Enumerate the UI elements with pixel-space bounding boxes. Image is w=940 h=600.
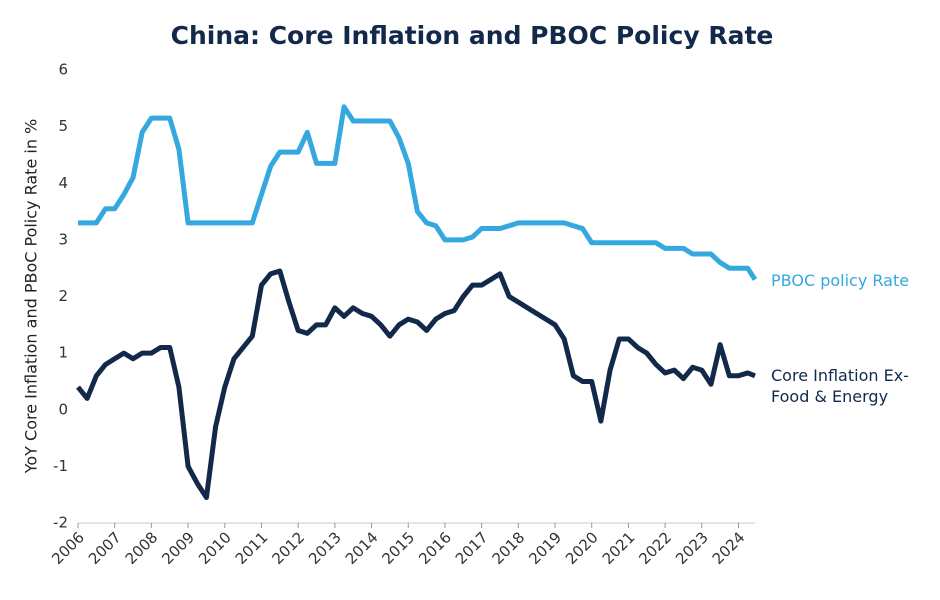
x-tick-label: 2015 (379, 528, 419, 568)
x-tick-label: 2016 (415, 528, 455, 568)
x-tick-label: 2022 (635, 528, 675, 568)
x-tick-label: 2018 (489, 528, 529, 568)
x-tick-label: 2006 (48, 528, 88, 568)
y-axis-label: YoY Core Inflation and PBoC Policy Rate … (22, 119, 41, 475)
x-tick-label: 2010 (195, 528, 235, 568)
y-tick-label: 3 (58, 230, 68, 248)
x-tick-label: 2013 (305, 528, 345, 568)
x-tick-label: 2021 (599, 528, 639, 568)
x-tick-label: 2011 (232, 528, 272, 568)
x-tick-label: 2024 (709, 528, 749, 568)
y-tick-label: 5 (58, 117, 68, 135)
x-tick-label: 2020 (562, 528, 602, 568)
y-tick-label: 0 (58, 400, 68, 418)
x-tick-label: 2017 (452, 528, 492, 568)
y-tick-label: 4 (58, 174, 68, 192)
y-tick-label: 2 (58, 287, 68, 305)
x-tick-label: 2008 (122, 528, 162, 568)
x-tick-label: 2019 (525, 528, 565, 568)
series-line (78, 104, 758, 281)
series-label: PBOC policy Rate (771, 270, 910, 290)
chart-title: China: Core Inflation and PBOC Policy Ra… (171, 21, 774, 50)
y-tick-label: -1 (53, 457, 68, 475)
y-tick-label: 6 (58, 61, 68, 79)
y-tick-label: -2 (53, 514, 68, 532)
x-tick-label: 2009 (158, 528, 198, 568)
x-tick-label: 2014 (342, 528, 382, 568)
y-tick-label: 1 (58, 344, 68, 362)
series-label: Core Inflation Ex-Food & Energy (771, 365, 909, 406)
x-tick-label: 2023 (672, 528, 712, 568)
x-tick-label: 2012 (268, 528, 308, 568)
series-line (76, 268, 756, 501)
x-tick-label: 2007 (85, 528, 125, 568)
